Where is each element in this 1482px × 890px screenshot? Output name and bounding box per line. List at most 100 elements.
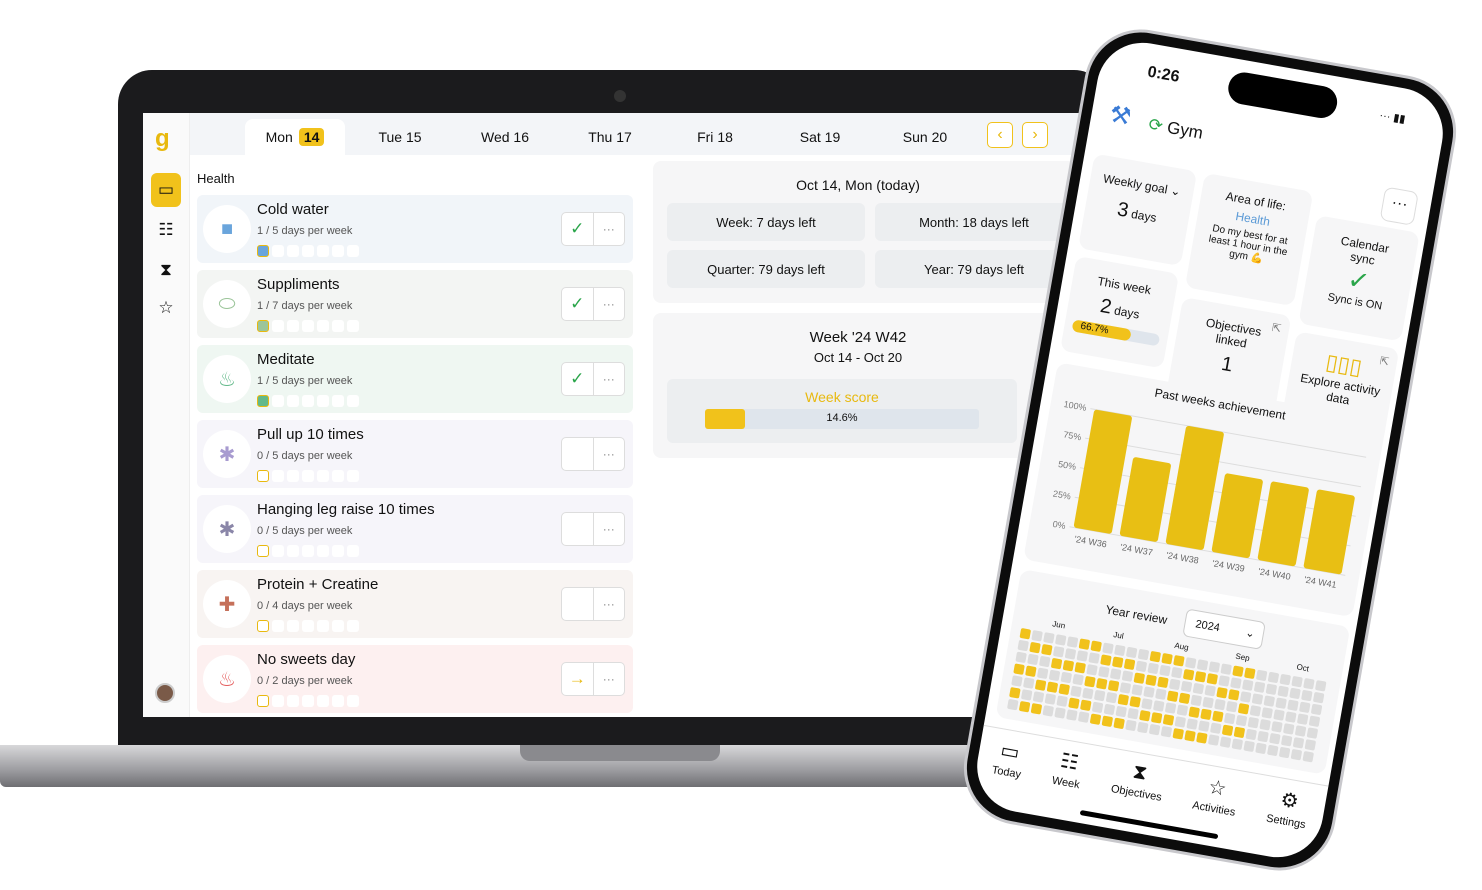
- x-tick-label: '24 W39: [1211, 558, 1245, 574]
- heatmap-cell: [1273, 709, 1285, 721]
- habit-row[interactable]: ⬭ Suppliments 1 / 7 days per week ✓ ···: [197, 270, 633, 338]
- check-button[interactable]: ✓: [562, 213, 594, 245]
- more-button[interactable]: ···: [602, 222, 615, 236]
- check-button[interactable]: [562, 588, 594, 620]
- week-score-bar: 14.6%: [705, 409, 979, 429]
- tab-label: Week: [1050, 774, 1081, 792]
- habit-row[interactable]: ■ Cold water 1 / 5 days per week ✓ ···: [197, 195, 633, 263]
- day-dot: [287, 695, 299, 707]
- next-week-button[interactable]: ›: [1022, 122, 1048, 148]
- weekly-goal-unit: days: [1130, 206, 1158, 226]
- heatmap-cell: [1064, 648, 1077, 660]
- more-button[interactable]: ···: [602, 522, 615, 536]
- day-tabs: Mon 14 Tue 15 Wed 16 Thu 17 Fri 18 Sat 19 Sun 2…: [190, 113, 1083, 155]
- heatmap-cell: [1025, 665, 1037, 678]
- habit-progress: 1 / 5 days per week: [257, 225, 353, 237]
- week-score-label: Week score: [805, 389, 879, 405]
- tab-settings[interactable]: ⚙ Settings: [1260, 785, 1311, 862]
- arrow-right-icon[interactable]: →: [562, 663, 594, 695]
- more-button[interactable]: ···: [1379, 186, 1419, 226]
- more-button[interactable]: ···: [602, 297, 615, 311]
- tab-mon[interactable]: Mon 14: [245, 119, 345, 155]
- heatmap-cell: [1292, 737, 1305, 749]
- habit-row[interactable]: ✱ Hanging leg raise 10 times 0 / 5 days …: [197, 495, 633, 563]
- day-dot: [347, 545, 359, 557]
- day-dot: [257, 470, 269, 482]
- calendar-week-icon[interactable]: ☷: [158, 220, 174, 239]
- more-button[interactable]: ···: [602, 597, 615, 611]
- heatmap-cell: [1243, 740, 1255, 753]
- heatmap-cell: [1208, 661, 1221, 673]
- day-dot: [257, 695, 269, 707]
- hourglass-icon[interactable]: ⧗: [160, 260, 172, 279]
- heatmap-cell: [1032, 691, 1045, 703]
- tab-fri[interactable]: Fri 18: [665, 119, 765, 155]
- heatmap-cell: [1078, 638, 1091, 650]
- heatmap-cell: [1285, 711, 1297, 723]
- tab-thu[interactable]: Thu 17: [560, 119, 660, 155]
- avatar[interactable]: [155, 683, 175, 703]
- week-dots: [257, 620, 359, 632]
- heatmap-cell: [1279, 673, 1292, 686]
- heatmap-cell: [1019, 627, 1032, 640]
- tab-tue[interactable]: Tue 15: [350, 119, 450, 155]
- heatmap-cell: [1186, 718, 1198, 730]
- heatmap-cell: [1162, 714, 1175, 726]
- habit-row[interactable]: ♨ No sweets day 0 / 2 days per week → ···: [197, 645, 633, 713]
- day-dot: [317, 245, 329, 257]
- heatmap-cell: [1282, 723, 1295, 735]
- day-dot: [347, 245, 359, 257]
- more-button[interactable]: ···: [602, 372, 615, 386]
- weekly-goal-card[interactable]: Weekly goal ⌄ 3 days: [1078, 153, 1198, 267]
- month-left: Month: 18 days left: [875, 203, 1073, 241]
- heatmap-cell: [1275, 697, 1287, 709]
- check-button[interactable]: [562, 513, 594, 545]
- day-dot: [302, 395, 314, 407]
- heatmap-cell: [1150, 712, 1163, 724]
- calendar-sync-card[interactable]: Calendar sync ✓ Sync is ON: [1298, 215, 1420, 342]
- x-tick-label: '24 W37: [1120, 542, 1154, 558]
- week-dots: [257, 695, 359, 707]
- heatmap-cell: [1090, 640, 1102, 653]
- heatmap-cell: [1198, 720, 1210, 732]
- more-button[interactable]: ···: [602, 447, 615, 461]
- tab-sun[interactable]: Sun 20: [875, 119, 975, 155]
- more-button[interactable]: ···: [602, 672, 615, 686]
- heatmap-cell: [1166, 690, 1179, 703]
- heatmap-cell: [1184, 657, 1197, 669]
- star-icon[interactable]: ☆: [158, 298, 174, 317]
- habit-row[interactable]: ✚ Protein + Creatine 0 / 4 days per week…: [197, 570, 633, 638]
- habit-row[interactable]: ♨ Meditate 1 / 5 days per week ✓ ···: [197, 345, 633, 413]
- tab-sat[interactable]: Sat 19: [770, 119, 870, 155]
- habit-actions: ···: [561, 587, 625, 621]
- week-dots: [257, 470, 359, 482]
- day-dot: [257, 245, 269, 257]
- prev-week-button[interactable]: ‹: [987, 122, 1013, 148]
- week-score-value: 14.6%: [826, 412, 858, 424]
- heatmap-cell: [1129, 696, 1141, 708]
- tab-day: Tue: [378, 129, 403, 145]
- calendar-icon[interactable]: ▭: [151, 173, 181, 207]
- heatmap-cell: [1168, 678, 1181, 691]
- tab-day: Fri: [697, 129, 714, 145]
- day-dot: [272, 545, 284, 557]
- heatmap-cell: [1190, 694, 1203, 707]
- heatmap-cell: [1042, 705, 1055, 717]
- heatmap-cell: [1200, 708, 1212, 721]
- heatmap-cell: [1017, 639, 1030, 652]
- tab-wed[interactable]: Wed 16: [455, 119, 555, 155]
- check-button[interactable]: [562, 438, 594, 470]
- habit-title: Pull up 10 times: [257, 426, 364, 443]
- heatmap-cell: [1013, 663, 1025, 675]
- tab-today[interactable]: ▭ Today: [986, 737, 1027, 812]
- check-button[interactable]: ✓: [562, 363, 594, 395]
- heatmap-cell: [1219, 736, 1232, 748]
- heatmap-cell: [1303, 677, 1315, 690]
- habit-row[interactable]: ✱ Pull up 10 times 0 / 5 days per week ·…: [197, 420, 633, 488]
- check-button[interactable]: ✓: [562, 288, 594, 320]
- grid-line: [1074, 496, 1351, 547]
- heatmap-cell: [1235, 714, 1248, 727]
- bar: [1165, 425, 1224, 550]
- laptop-base: [0, 745, 1010, 787]
- heatmap-cell: [1212, 710, 1224, 723]
